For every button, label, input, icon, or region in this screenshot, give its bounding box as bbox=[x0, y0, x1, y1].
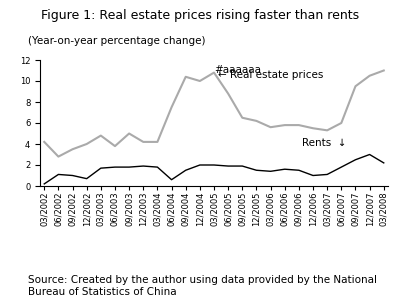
Text: (Year-on-year percentage change): (Year-on-year percentage change) bbox=[28, 36, 206, 46]
Text: Source: Created by the author using data provided by the National
Bureau of Stat: Source: Created by the author using data… bbox=[28, 275, 377, 297]
Text: Rents  ↓: Rents ↓ bbox=[302, 138, 346, 148]
Text: ← Real estate prices: ← Real estate prices bbox=[218, 70, 324, 80]
Text: #aaaaaa: #aaaaaa bbox=[214, 64, 261, 75]
Text: Figure 1: Real estate prices rising faster than rents: Figure 1: Real estate prices rising fast… bbox=[41, 9, 359, 22]
